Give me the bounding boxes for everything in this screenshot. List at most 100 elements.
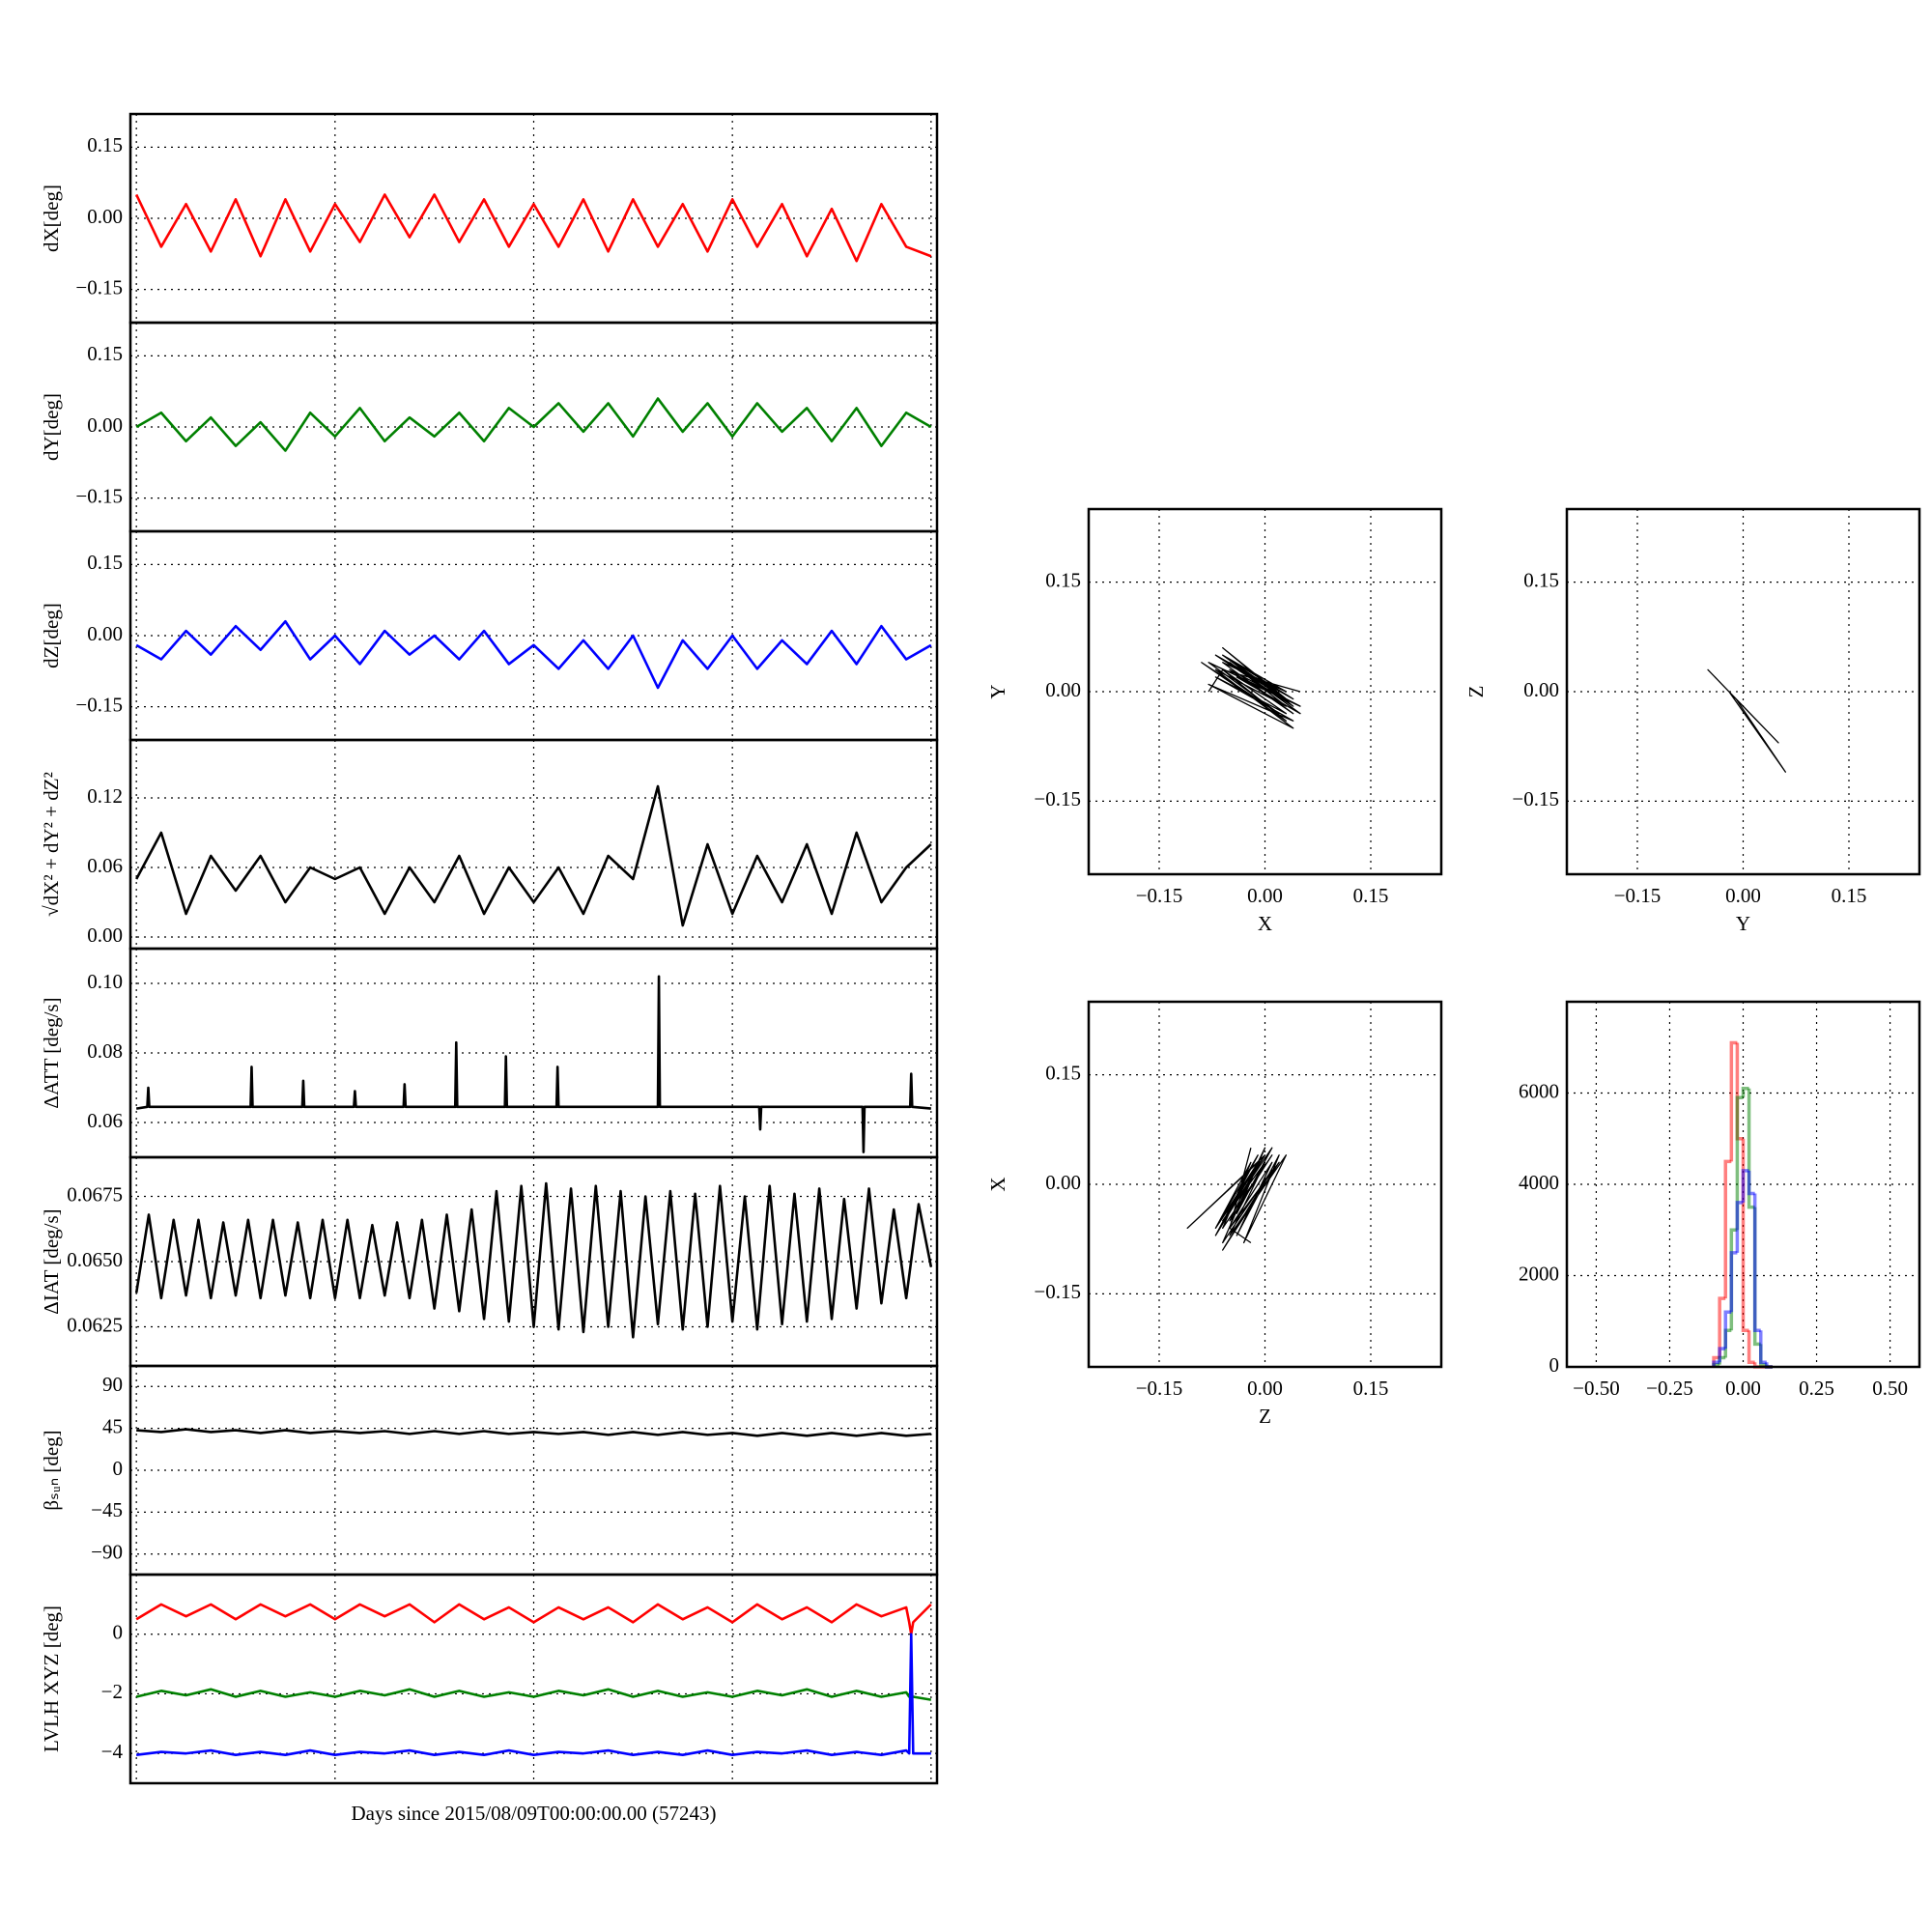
y-tick-label: −0.15 xyxy=(75,275,123,298)
series-line xyxy=(135,397,932,452)
series-line xyxy=(135,784,932,927)
series-line xyxy=(135,619,932,690)
histogram-bin xyxy=(1729,1251,1738,1313)
y-tick-label: 0.0675 xyxy=(67,1182,123,1206)
x-tick-label: −0.15 xyxy=(1136,1377,1183,1400)
y-axis-label: Y xyxy=(986,684,1009,698)
y-tick-label: 0.00 xyxy=(87,413,123,437)
x-axis-label: Z xyxy=(1259,1405,1271,1428)
series-line xyxy=(134,1181,933,1339)
y-tick-label: 6000 xyxy=(1519,1079,1559,1102)
y-tick-label: 0 xyxy=(113,1621,124,1644)
histogram-bin xyxy=(1735,1201,1744,1253)
y-tick-label: −0.15 xyxy=(1034,787,1081,810)
series-line xyxy=(135,1603,932,1636)
y-tick-label: 0.08 xyxy=(87,1039,123,1063)
x-tick-label: 0.15 xyxy=(1353,884,1389,907)
series-line xyxy=(1201,646,1301,729)
y-tick-label: −0.15 xyxy=(1512,787,1559,810)
axes-frame xyxy=(1087,1000,1443,1369)
y-axis-label: ΔATT [deg/s] xyxy=(40,997,63,1108)
series-line xyxy=(136,1633,931,1756)
y-tick-label: 0.15 xyxy=(1045,1061,1081,1084)
y-tick-label: 0.15 xyxy=(87,133,123,156)
y-axis-label: dY[deg] xyxy=(40,393,63,461)
histogram-bin xyxy=(1723,1310,1732,1350)
series-line xyxy=(135,975,931,1153)
y-tick-label: −90 xyxy=(91,1541,123,1564)
y-tick-label: 0.15 xyxy=(87,342,123,365)
histogram-bin xyxy=(1718,1347,1726,1363)
y-tick-label: 0.00 xyxy=(1523,678,1559,701)
x-tick-label: 0.50 xyxy=(1872,1377,1908,1400)
y-tick-label: 0.00 xyxy=(1045,1171,1081,1194)
y-tick-label: −0.15 xyxy=(1034,1280,1081,1303)
y-tick-label: −2 xyxy=(101,1680,123,1703)
y-tick-label: 0 xyxy=(113,1457,124,1480)
x-tick-label: −0.50 xyxy=(1573,1377,1620,1400)
histogram-bin xyxy=(1759,1330,1767,1365)
x-tick-label: 0.00 xyxy=(1725,884,1761,907)
x-tick-label: 0.00 xyxy=(1247,884,1283,907)
histogram-bin xyxy=(1718,1296,1726,1358)
histogram-bin xyxy=(1712,1360,1720,1367)
x-axis-label: Days since 2015/08/09T00:00:00.00 (57243… xyxy=(352,1802,717,1825)
y-tick-label: 0.15 xyxy=(1523,568,1559,591)
y-tick-label: −0.15 xyxy=(75,693,123,716)
x-tick-label: 0.15 xyxy=(1832,884,1867,907)
x-axis-label: X xyxy=(1258,912,1272,935)
y-axis-label: ΔIAT [deg/s] xyxy=(40,1208,63,1314)
series-line xyxy=(136,1428,931,1437)
x-tick-label: 0.15 xyxy=(1353,1377,1389,1400)
y-tick-label: 0.15 xyxy=(1045,568,1081,591)
y-tick-label: −4 xyxy=(101,1740,124,1763)
y-axis-label: LVLH XYZ [deg] xyxy=(40,1605,63,1752)
y-axis-label: βₛᵤₙ [deg] xyxy=(40,1430,63,1510)
x-tick-label: 0.00 xyxy=(1247,1377,1283,1400)
y-tick-label: 0.00 xyxy=(87,923,123,947)
y-tick-label: 0.00 xyxy=(1045,678,1081,701)
y-axis-label: dZ[deg] xyxy=(40,603,63,668)
y-tick-label: 0.00 xyxy=(87,205,123,228)
y-tick-label: 0 xyxy=(1549,1353,1560,1377)
x-axis-label: Y xyxy=(1736,912,1750,935)
histogram-bin xyxy=(1741,1169,1749,1203)
y-tick-label: 4000 xyxy=(1519,1171,1559,1194)
axes-frame xyxy=(1565,507,1921,876)
y-tick-label: −45 xyxy=(91,1498,123,1521)
y-tick-label: 0.00 xyxy=(87,622,123,645)
histogram-bin xyxy=(1747,1088,1755,1209)
y-tick-label: 90 xyxy=(102,1373,123,1396)
x-tick-label: −0.15 xyxy=(1136,884,1183,907)
series-line xyxy=(135,1688,932,1701)
axes-frame xyxy=(1087,507,1443,876)
histogram-bin xyxy=(1752,1193,1761,1332)
y-tick-label: 0.15 xyxy=(87,551,123,574)
x-tick-label: 0.00 xyxy=(1725,1377,1761,1400)
y-axis-label: dX[deg] xyxy=(40,185,63,252)
y-axis-label: Z xyxy=(1464,686,1488,698)
series-line xyxy=(1186,1147,1288,1251)
axes-frame xyxy=(128,1573,939,1785)
x-tick-label: −0.15 xyxy=(1614,884,1662,907)
y-tick-label: 0.06 xyxy=(87,1109,123,1132)
histogram-bin xyxy=(1747,1170,1755,1196)
x-tick-label: 0.25 xyxy=(1799,1377,1834,1400)
histogram-bin xyxy=(1741,1087,1749,1098)
y-tick-label: 0.10 xyxy=(87,970,123,993)
histogram-bin xyxy=(1729,1040,1738,1162)
series-line xyxy=(134,193,932,263)
x-tick-label: −0.25 xyxy=(1646,1377,1693,1400)
y-tick-label: 45 xyxy=(102,1414,123,1437)
y-axis-label: √dX² + dY² + dZ² xyxy=(40,772,63,917)
histogram-bin xyxy=(1735,1095,1744,1231)
axes-frame xyxy=(1565,1000,1921,1369)
y-axis-label: X xyxy=(986,1177,1009,1191)
y-tick-label: 0.0650 xyxy=(67,1248,123,1271)
y-tick-label: −0.15 xyxy=(75,484,123,507)
y-tick-label: 0.12 xyxy=(87,784,123,808)
histogram-bin xyxy=(1747,1330,1755,1365)
y-tick-label: 2000 xyxy=(1519,1262,1559,1285)
